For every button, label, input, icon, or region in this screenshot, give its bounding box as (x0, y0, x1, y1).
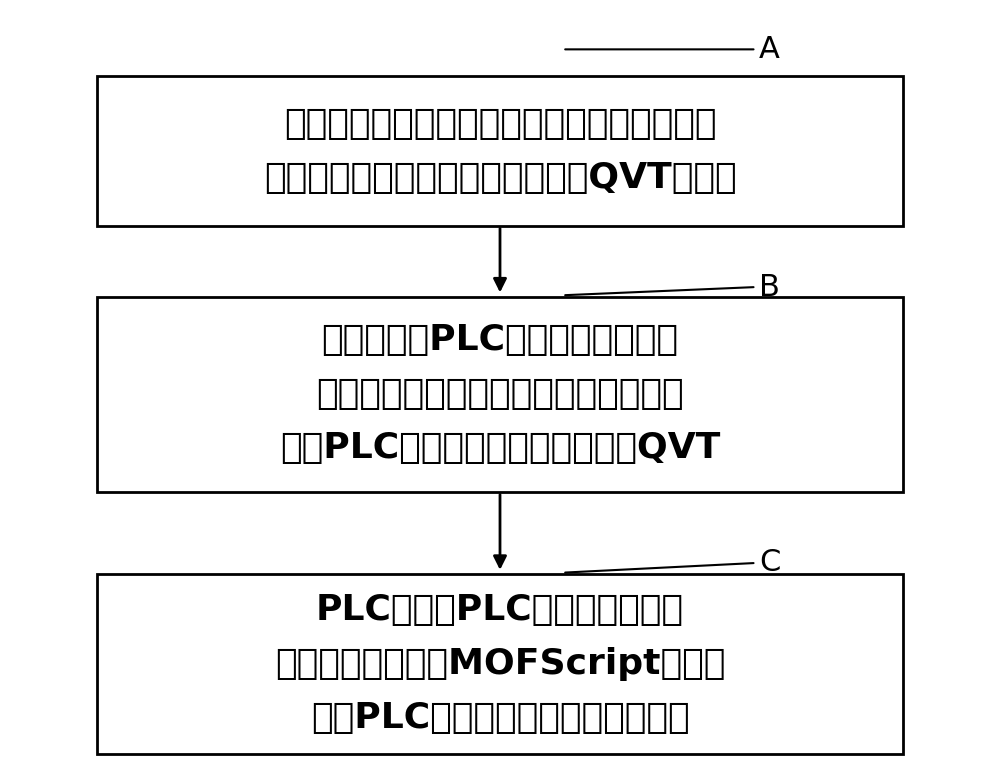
Text: 联锁表元模型到扩展联锁表元模型的转换规则: 联锁表元模型到扩展联锁表元模型的转换规则 (284, 106, 716, 141)
Text: PLC模型到PLC代码的转换规则: PLC模型到PLC代码的转换规则 (316, 594, 684, 627)
Bar (97, 76, 903, 226)
Text: 根据PLC模型的转换要求设置符合QVT: 根据PLC模型的转换要求设置符合QVT (280, 431, 720, 465)
Text: B: B (759, 273, 780, 301)
Text: 根据PLC代码的转换要求设置基于模: 根据PLC代码的转换要求设置基于模 (311, 701, 689, 735)
Text: 根据实际铁路的运营需求设置符合QVT语法的: 根据实际铁路的运营需求设置符合QVT语法的 (264, 161, 736, 194)
Bar (97, 574, 903, 754)
Bar (97, 297, 903, 492)
Text: C: C (759, 548, 781, 577)
Text: 型到文本转换语言MOFScript语法的: 型到文本转换语言MOFScript语法的 (275, 647, 725, 681)
Text: 语法的扩展联锁表元模型和联锁进路逻: 语法的扩展联锁表元模型和联锁进路逻 (316, 377, 684, 412)
Text: A: A (759, 35, 780, 64)
Text: 辑元模型到PLC元模型的转换规则: 辑元模型到PLC元模型的转换规则 (322, 323, 678, 357)
